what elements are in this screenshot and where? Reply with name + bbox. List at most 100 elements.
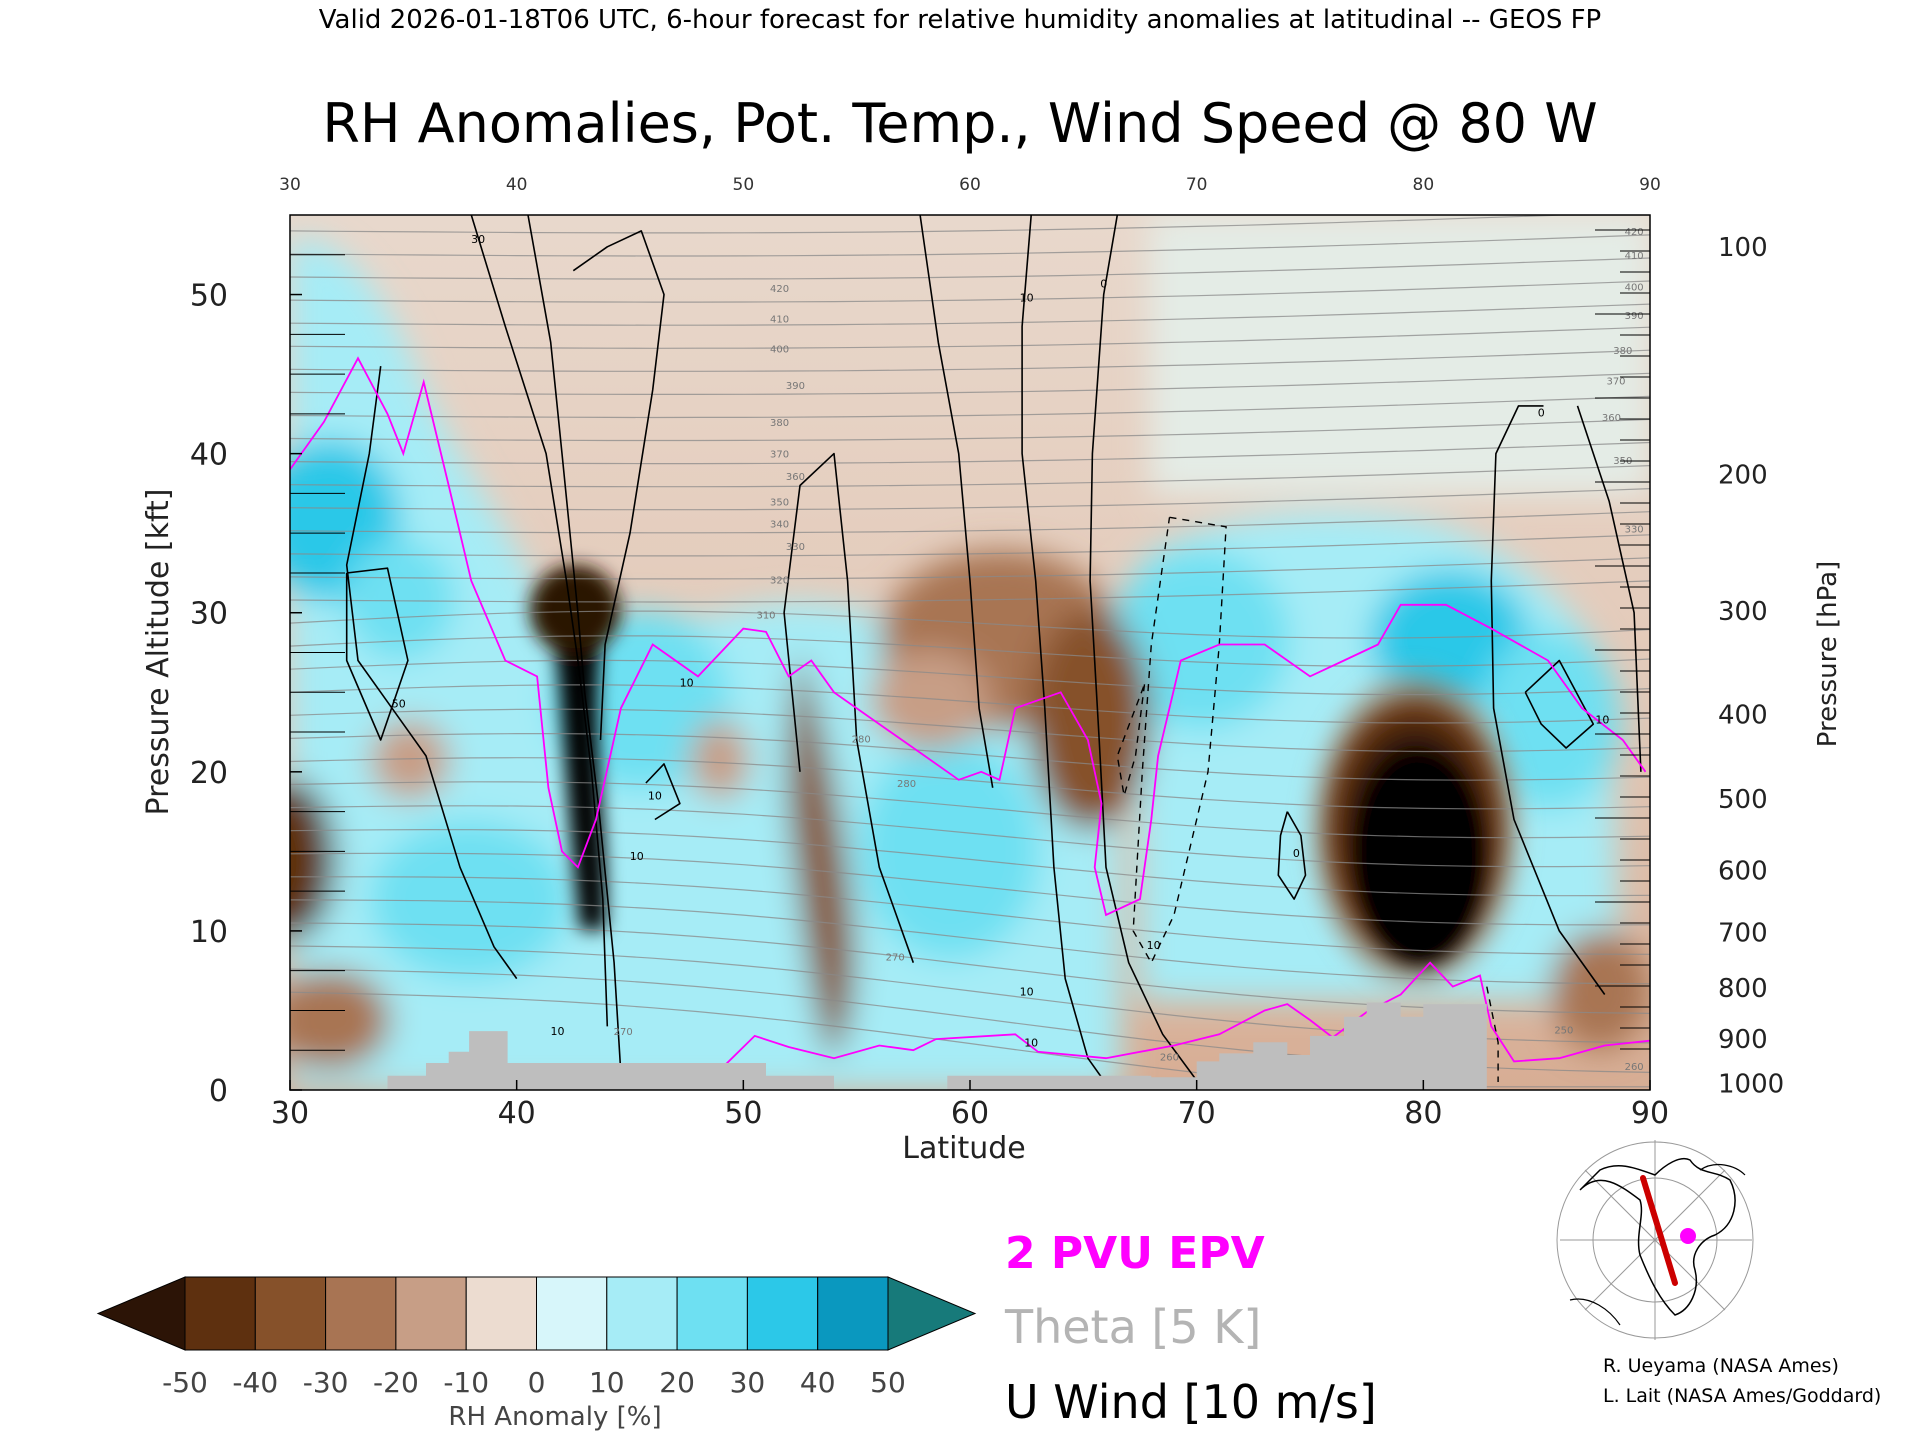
wind-contour-label: 10 [1595,713,1609,726]
colorbar-box [676,1276,748,1351]
header-valid-line: Valid 2026-01-18T06 UTC, 6-hour forecast… [319,5,1601,35]
locator-map [1556,1140,1754,1340]
colorbar-tick-label: 40 [800,1366,836,1399]
colorbar-high-arrow [887,1276,977,1351]
theta-contour-label: 270 [886,952,905,963]
colorbar-box [254,1276,327,1351]
theta-contour-label: 370 [770,450,789,461]
theta-contour-line [290,580,1650,603]
pressure-tick-label: 900 [1718,1025,1768,1055]
epv-lowlevel-line [720,961,1650,1070]
wind-contour-label: 50 [392,697,406,710]
wind-contour-line [527,215,622,1075]
wind-contour-line [1021,215,1107,1085]
x-top-tick-label: 40 [506,175,528,195]
theta-contour-line [290,534,1650,557]
chart-title: RH Anomalies, Pot. Temp., Wind Speed @ 8… [322,92,1597,155]
theta-contour-line [290,349,1650,372]
x-tick-label: 40 [498,1096,536,1131]
pressure-tick-label: 500 [1718,785,1768,815]
theta-contour-line [290,395,1650,419]
legend-theta: Theta [5 K] [1004,1300,1261,1354]
theta-contour-line [290,899,1650,985]
colorbar-tick-label: 20 [659,1366,695,1399]
map-coastline-2 [1569,1163,1746,1326]
theta-contour-label: 330 [786,542,805,553]
dry-core-80N [1350,750,1490,970]
strato-light-region [1150,215,1650,495]
axes: 3030404050506060707080809090010203040501… [190,175,1784,1131]
terrain-fill [387,1002,1487,1090]
credit-1: R. Ueyama (NASA Ames) [1603,1355,1839,1377]
wind-contour-label: 10 [1020,985,1034,998]
theta-contour-line [290,610,1650,639]
colorbar-label: RH Anomaly [%] [448,1402,661,1432]
x-tick-label: 70 [1178,1096,1216,1131]
wind-contour-label: 10 [680,677,694,690]
wind-contour-line [345,567,409,741]
y-tick-label: 20 [190,756,228,791]
theta-contour-label: 420 [1625,227,1644,238]
theta-contour-label: 270 [614,1027,633,1038]
brown-streak-53 [788,650,854,1060]
colorbar-low-arrow [96,1276,186,1351]
wind-contour-line [1277,811,1307,900]
theta-contour-label: 380 [1613,346,1632,357]
colorbar-box [325,1276,397,1351]
theta-contour-line [290,805,1650,868]
theta-contour-label: 400 [770,345,789,356]
theta-contour-line [290,465,1650,488]
cyan-deep-8 [370,820,570,980]
contour-labels: 420 410 400 390 380 370 360 350 340 330 320 310 280 2… [392,227,1644,1073]
theta-contour-label: 390 [786,381,805,392]
map-meridian-4 [1584,1169,1726,1311]
colorbar-box [746,1276,819,1351]
theta-contour-line [290,852,1650,926]
theta-contour-line [290,876,1650,955]
wind-contour-line [470,215,609,1027]
theta-contours [290,215,1650,1088]
theta-contour-line [290,708,1650,753]
theta-contour-line [290,635,1650,667]
theta-contour-line [290,418,1650,442]
theta-contour-line [290,659,1650,696]
colorbar-tick-label: -10 [443,1366,489,1399]
cyan-deep-3 [1110,550,1290,730]
credit-2: L. Lait (NASA Ames/Goddard) [1603,1385,1881,1407]
colorbar-tick-label: 50 [870,1366,906,1399]
colorbar-tick-label: 0 [528,1366,546,1399]
x-top-tick-label: 90 [1639,175,1661,195]
colorbar-tick-label: 10 [589,1366,625,1399]
pressure-tick-label: 700 [1718,919,1768,949]
theta-contour-line [290,303,1650,326]
theta-contour-label: 320 [770,575,789,586]
colorbar-tick-label: -30 [303,1366,349,1399]
wind-contour-line [572,230,665,741]
colorbar-tick-label: 30 [730,1366,766,1399]
colorbar-box [536,1276,608,1351]
map-marker [1680,1228,1696,1244]
x-top-tick-label: 60 [959,175,981,195]
epv-contours [290,356,1650,1070]
wind-contour-label: 10 [550,1025,564,1038]
theta-contour-label: 330 [1625,524,1644,535]
wind-contours [345,215,1642,1085]
colorbar-box [817,1276,889,1351]
wind-contour-label: 10 [1147,939,1161,952]
y-axis-label: Pressure Altitude [kft] [141,489,176,816]
colorbar-tick-label: -50 [162,1366,208,1399]
colorbar-box [395,1276,467,1351]
pressure-tick-label: 200 [1718,460,1768,490]
terrain-mask [387,1002,1487,1090]
rh-anomaly-field [290,215,1650,1090]
theta-contour-line [290,511,1650,534]
wind-contour-label: 0 [1100,277,1107,290]
theta-contour-label: 360 [786,472,805,483]
theta-contour-line [290,280,1650,303]
x-top-tick-label: 70 [1186,175,1208,195]
wind-contour-line [1089,215,1198,1081]
theta-contour-label: 410 [1625,251,1644,262]
theta-contour-line [290,441,1650,465]
brown-mid-4 [690,720,750,800]
